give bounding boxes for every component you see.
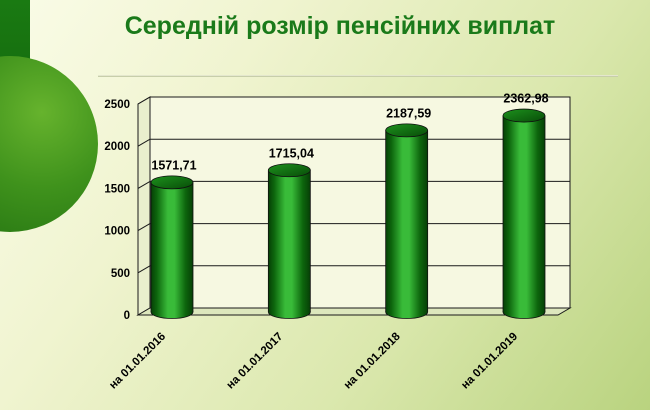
y-tick-label: 2500 — [104, 99, 130, 111]
cylinder-top-cap — [385, 123, 429, 138]
chart-title: Середній розмір пенсійних виплат — [124, 12, 556, 40]
x-category-label: на 01.01.2018 — [342, 330, 403, 391]
title-divider — [98, 75, 618, 77]
value-label: 1571,71 — [151, 158, 196, 172]
side-wall — [137, 96, 151, 316]
grid-line-side — [137, 180, 151, 189]
value-label: 2362,98 — [503, 92, 548, 106]
x-category-label: на 01.01.2019 — [459, 331, 520, 392]
cylinder-top-cap — [267, 163, 311, 178]
y-tick-label: 2000 — [104, 141, 130, 153]
value-label: 2187,59 — [386, 106, 431, 120]
grid-line-side — [137, 265, 151, 274]
cylinder-body — [385, 130, 428, 312]
cylinder-body — [151, 182, 193, 312]
x-category-label: на 01.01.2017 — [225, 331, 286, 392]
cylinder-top-cap — [150, 175, 194, 190]
value-label: 1715,04 — [269, 146, 314, 160]
grid-line-side — [137, 223, 151, 232]
cylinder-body — [268, 170, 311, 312]
grid-line-side — [137, 138, 151, 147]
y-tick-label: 0 — [124, 310, 130, 322]
y-tick-label: 500 — [111, 268, 130, 280]
x-category-label: на 01.01.2016 — [107, 331, 168, 392]
grid-line-side — [137, 96, 151, 105]
cylinder-body — [503, 115, 545, 313]
y-tick-label: 1500 — [104, 183, 130, 195]
back-wall — [149, 96, 571, 309]
y-tick-label: 1000 — [104, 226, 130, 238]
cylinder-top-cap — [502, 108, 546, 123]
